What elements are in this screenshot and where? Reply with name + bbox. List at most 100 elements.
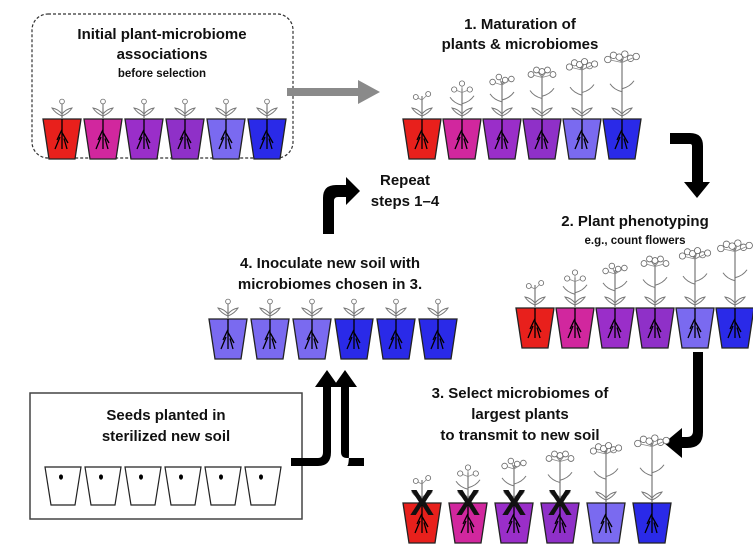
- initial-pots-pot-1: [42, 118, 82, 160]
- repeat-arrow: [323, 177, 360, 234]
- step1-pots-pot-4: [522, 118, 562, 160]
- double-up-arrows: [291, 370, 364, 466]
- seed-pot-3: [124, 466, 162, 506]
- step4-pots-plant-1: [217, 298, 239, 319]
- initial-subtitle: before selection: [117, 68, 207, 80]
- step3-pots-plant-3: [501, 457, 527, 503]
- seed-pot-4: [164, 466, 202, 506]
- initial-pots-plant-6: [256, 98, 278, 119]
- step2-pots-pot-4: [635, 307, 675, 349]
- step3-pots-plant-5: [589, 442, 623, 503]
- step3-pots-plant-1: [411, 475, 433, 503]
- step4-pots-pot-6: [418, 318, 458, 360]
- step4-pots-pot-2: [250, 318, 290, 360]
- repeat-line1: Repeat: [379, 172, 431, 189]
- step3-pots-pot-6: [632, 502, 672, 544]
- step3-pots-pot-1: [402, 502, 442, 544]
- initial-pots-plant-5: [215, 98, 237, 119]
- step2-pots-pot-3: [595, 307, 635, 349]
- step2-pots-plant-2: [562, 269, 588, 308]
- step3-pots-cross-1: X: [410, 482, 434, 523]
- initial-pots-plant-4: [174, 98, 196, 119]
- seed-pot-5: [204, 466, 242, 506]
- initial-dashed-box: [31, 13, 294, 159]
- step1-pots-plant-4: [527, 66, 557, 119]
- initial-pots-pot-4: [165, 118, 205, 160]
- repeat-line2: steps 1–4: [370, 193, 440, 210]
- step2-pots-pot-5: [675, 307, 715, 349]
- initial-pots-plant-2: [92, 98, 114, 119]
- step1-title-line2: plants & microbiomes: [441, 36, 599, 53]
- step1-pots-pot-6: [602, 118, 642, 160]
- initial-pots-pot-5: [206, 118, 246, 160]
- seed-pot-2: [84, 466, 122, 506]
- step3-pots-cross-3: X: [502, 482, 526, 523]
- seed-5: [219, 474, 223, 480]
- seed-3: [139, 474, 143, 480]
- step4-pots-plant-5: [385, 298, 407, 319]
- initial-pots: [42, 98, 287, 160]
- step2-pots-pot-6: [715, 307, 753, 349]
- seeds-box: [29, 392, 303, 520]
- step3-pots-pot-3: [494, 502, 534, 544]
- step3-pots-pot-5: [586, 502, 626, 544]
- step4-pots-plant-4: [343, 298, 365, 319]
- step1-pots-plant-1: [411, 91, 433, 119]
- initial-title-line2: associations: [116, 46, 208, 63]
- step1-title-line1: 1. Maturation of: [464, 16, 576, 33]
- step1-pots-plant-5: [565, 58, 599, 119]
- step2-pots-plant-3: [602, 262, 628, 308]
- initial-pots-pot-2: [83, 118, 123, 160]
- step4-pots-pot-3: [292, 318, 332, 360]
- step4-pots-pot-1: [208, 318, 248, 360]
- arrow-step2-to-step3: [664, 352, 703, 458]
- initial-pots-pot-6: [247, 118, 287, 160]
- step4-title-line2: microbiomes chosen in 3.: [237, 276, 423, 293]
- seeds-pots: [44, 466, 282, 506]
- step1-pots-pot-2: [442, 118, 482, 160]
- step2-subtitle: e.g., count flowers: [584, 235, 686, 247]
- step2-pots-plant-6: [717, 239, 753, 308]
- initial-pots-plant-1: [51, 98, 73, 119]
- step2-pots-pot-1: [515, 307, 555, 349]
- step3-pots-cross-2: X: [456, 482, 480, 523]
- step2-pots-plant-4: [640, 255, 670, 308]
- step3-pots-pot-4: [540, 502, 580, 544]
- initial-pots-pot-3: [124, 118, 164, 160]
- step3-title-line2: largest plants: [471, 406, 569, 423]
- step2-pots-pot-2: [555, 307, 595, 349]
- step4-pots-pot-4: [334, 318, 374, 360]
- seed-4: [179, 474, 183, 480]
- seeds-title-line2: sterilized new soil: [101, 428, 231, 445]
- step4-pots-plant-6: [427, 298, 449, 319]
- initial-pots-plant-3: [133, 98, 155, 119]
- seed-2: [99, 474, 103, 480]
- seed-pot-6: [244, 466, 282, 506]
- step3-pots-plant-6: [634, 434, 670, 503]
- seeds-title-line1: Seeds planted in: [106, 407, 226, 424]
- step3-title-line3: to transmit to new soil: [440, 427, 600, 444]
- step4-title-line1: 4. Inoculate new soil with: [239, 255, 421, 272]
- arrow-step1-to-step2: [670, 133, 710, 198]
- step2-pots-plant-5: [678, 247, 712, 308]
- step2-pots: [515, 239, 753, 349]
- step1-pots-pot-3: [482, 118, 522, 160]
- step3-pots-pot-2: [448, 502, 488, 544]
- step1-pots-plant-3: [489, 73, 515, 119]
- step4-pots: [208, 298, 458, 360]
- step1-pots-pot-5: [562, 118, 602, 160]
- step2-title: 2. Plant phenotyping: [561, 213, 709, 230]
- step4-pots-plant-2: [259, 298, 281, 319]
- step1-pots-pot-1: [402, 118, 442, 160]
- seed-1: [59, 474, 63, 480]
- step1-pots-plant-6: [604, 50, 640, 119]
- step3-title-line1: 3. Select microbiomes of: [431, 385, 609, 402]
- step3-pots-plant-4: [545, 450, 575, 503]
- step1-pots-plant-2: [449, 80, 475, 119]
- step1-pots: [402, 50, 642, 160]
- step4-pots-plant-3: [301, 298, 323, 319]
- seed-pot-1: [44, 466, 82, 506]
- step3-pots-plant-2: [455, 464, 481, 503]
